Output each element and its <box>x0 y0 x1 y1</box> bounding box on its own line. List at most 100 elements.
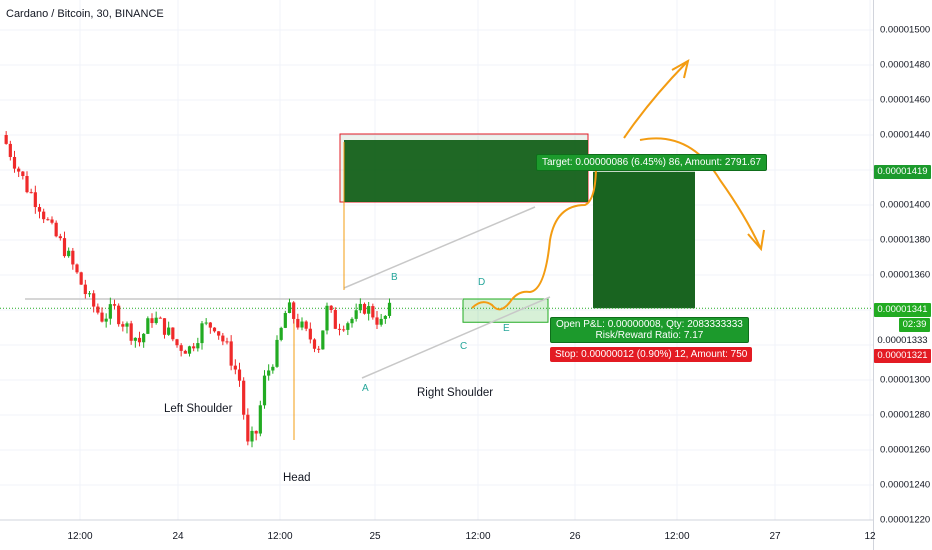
stop-label[interactable]: Stop: 0.00000012 (0.90%) 12, Amount: 750 <box>550 347 753 362</box>
price-axis[interactable] <box>873 0 932 550</box>
candle-body <box>129 323 133 341</box>
price-tick-label: 0.00001500 <box>880 24 931 36</box>
candle-body <box>358 303 362 311</box>
price-tick-label: 0.00001300 <box>880 374 931 386</box>
candle-body <box>379 318 383 325</box>
price-tick-label: 0.00001480 <box>880 59 931 71</box>
candle-body <box>196 343 200 349</box>
point-d-label: D <box>478 277 486 288</box>
price-tick-label: 0.00001260 <box>880 444 931 456</box>
candle-body <box>162 318 167 335</box>
candle-body <box>250 430 254 442</box>
open-pnl-text: Open P&L: 0.00000008, Qty: 2083333333 <box>556 319 743 330</box>
candle-body <box>275 339 279 367</box>
candle-body <box>342 329 346 331</box>
candle-body <box>142 333 146 343</box>
up-arrow-head <box>671 59 690 79</box>
candle-body <box>171 327 175 340</box>
candle-body <box>125 323 129 327</box>
candle-body <box>246 414 250 442</box>
candle-body <box>237 369 242 381</box>
entry-zone <box>462 298 549 323</box>
chart-title: Cardano / Bitcoin, 30, BINANCE <box>6 8 164 20</box>
candle-body <box>154 317 158 324</box>
countdown-badge: 02:39 <box>899 318 930 332</box>
candle-body <box>296 318 300 328</box>
candle-body <box>104 318 108 322</box>
candle-body <box>192 346 196 349</box>
time-tick-label: 12 <box>864 531 876 542</box>
candle-body <box>375 317 379 325</box>
candle-body <box>371 306 375 318</box>
candle-body <box>212 327 217 332</box>
candle-body <box>150 318 154 324</box>
candle-body <box>292 302 296 319</box>
candle-body <box>33 192 37 208</box>
candle-body <box>317 348 321 350</box>
candle-body <box>112 304 117 306</box>
candle-body <box>350 318 354 324</box>
candle-body <box>308 328 312 340</box>
candle-body <box>221 335 225 342</box>
entry-price-badge: 0.00001333 <box>874 334 931 348</box>
point-e-label: E <box>503 323 510 334</box>
candle-body <box>117 305 121 325</box>
time-tick-label: 26 <box>569 531 581 542</box>
time-tick-label: 12:00 <box>67 531 93 542</box>
candle-body <box>96 306 100 313</box>
head-label: Head <box>283 472 311 484</box>
candle-body <box>325 305 329 331</box>
candle-body <box>29 192 33 194</box>
candles <box>4 131 392 448</box>
pattern-box-inner <box>344 140 588 202</box>
candle-body <box>67 250 71 257</box>
candle-body <box>217 331 221 336</box>
candle-body <box>183 350 187 354</box>
candle-body <box>300 321 304 328</box>
candle-body <box>175 339 179 346</box>
candle-body <box>17 168 21 172</box>
candle-body <box>304 321 308 329</box>
candle-body <box>100 312 104 322</box>
target-label[interactable]: Target: 0.00000086 (6.45%) 86, Amount: 2… <box>536 154 768 171</box>
down-arrow-head <box>747 229 765 252</box>
right-shoulder-label: Right Shoulder <box>417 387 494 399</box>
candle-body <box>46 219 50 221</box>
candle-body <box>121 324 125 327</box>
left-shoulder-label: Left Shoulder <box>164 403 233 415</box>
price-tick-label: 0.00001460 <box>880 94 931 106</box>
point-c-label: C <box>460 341 468 352</box>
point-a-label: A <box>362 383 369 394</box>
point-b-label: B <box>391 272 398 283</box>
price-tick-label: 0.00001280 <box>880 409 931 421</box>
projection-path <box>471 164 597 311</box>
candle-body <box>179 345 183 351</box>
candle-body <box>287 302 292 314</box>
time-tick-label: 12:00 <box>267 531 293 542</box>
price-tick-label: 0.00001220 <box>880 514 931 526</box>
candle-body <box>146 318 150 334</box>
projection-arrows <box>471 59 765 311</box>
candle-body <box>58 236 62 239</box>
lower-channel-line <box>361 296 551 379</box>
candle-body <box>346 323 350 330</box>
candle-body <box>262 375 267 406</box>
candle-body <box>321 330 325 350</box>
candle-body <box>208 322 212 328</box>
candle-body <box>4 135 8 144</box>
candle-body <box>158 317 162 319</box>
price-tick-label: 0.00001440 <box>880 129 931 141</box>
open-pnl-label[interactable]: Open P&L: 0.00000008, Qty: 2083333333 Ri… <box>550 317 749 343</box>
candle-body <box>167 327 171 335</box>
candle-body <box>71 250 75 265</box>
time-tick-label: 24 <box>172 531 184 542</box>
candle-body <box>137 337 142 343</box>
candle-body <box>8 143 12 157</box>
current-price-badge: 0.00001341 <box>874 303 931 317</box>
price-tick-label: 0.00001400 <box>880 199 931 211</box>
candle-body <box>337 328 342 330</box>
candle-body <box>75 264 79 273</box>
target-zone <box>593 171 695 309</box>
candle-body <box>92 293 96 307</box>
